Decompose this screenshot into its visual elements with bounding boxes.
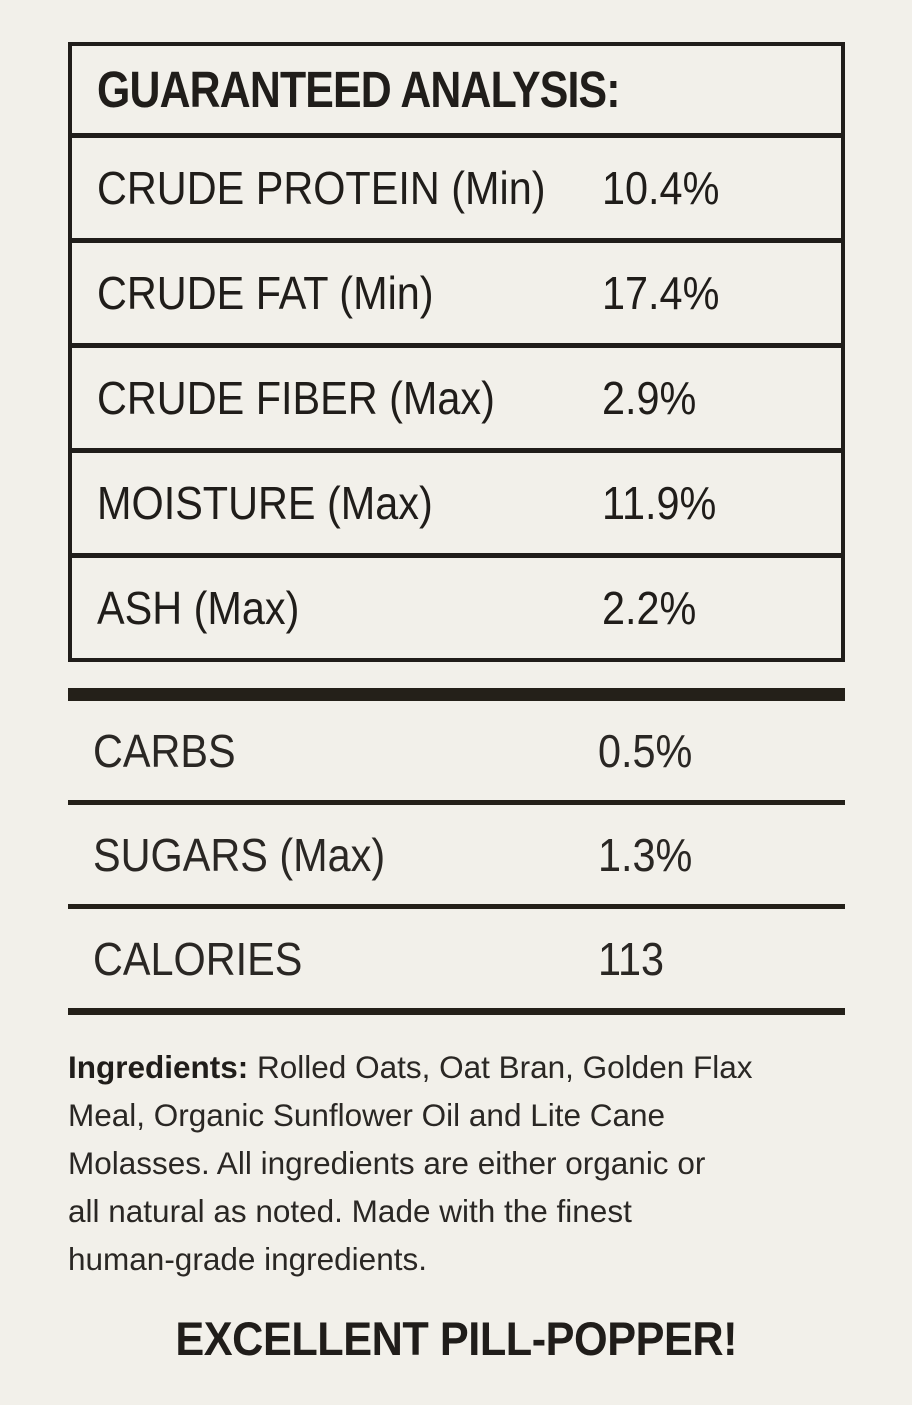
row-value: 17.4% (602, 267, 720, 319)
row-value: 1.3% (598, 828, 693, 881)
table-row-carbs: CARBS 0.5% (68, 701, 845, 805)
table-row-calories: CALORIES 113 (68, 909, 845, 1015)
table-row-crude-fiber: CRUDE FIBER (Max) 2.9% (72, 348, 841, 453)
table-row-crude-fat: CRUDE FAT (Min) 17.4% (72, 243, 841, 348)
ingredients-line: human-grade ingredients. (68, 1241, 427, 1277)
row-value: 0.5% (598, 724, 693, 777)
ingredients-line: Molasses. All ingredients are either org… (68, 1145, 706, 1181)
footer-tagline: EXCELLENT PILL-POPPER! (68, 1311, 845, 1366)
row-value: 2.9% (602, 372, 697, 424)
section-divider-bar (68, 688, 845, 701)
guaranteed-analysis-table: GUARANTEED ANALYSIS: CRUDE PROTEIN (Min)… (68, 42, 845, 662)
footer-tagline-text: EXCELLENT PILL-POPPER! (175, 1312, 738, 1365)
ingredients-line: all natural as noted. Made with the fine… (68, 1193, 632, 1229)
row-label: CRUDE FAT (Min) (97, 267, 434, 319)
ingredients-line: Meal, Organic Sunflower Oil and Lite Can… (68, 1097, 666, 1133)
row-label: SUGARS (Max) (93, 828, 386, 881)
table-row-ash: ASH (Max) 2.2% (72, 558, 841, 658)
row-value: 113 (598, 932, 665, 985)
row-label: CRUDE FIBER (Max) (97, 372, 495, 424)
ingredients-label: Ingredients: (68, 1049, 249, 1085)
table-row-moisture: MOISTURE (Max) 11.9% (72, 453, 841, 558)
label-content: GUARANTEED ANALYSIS: CRUDE PROTEIN (Min)… (68, 42, 845, 1366)
ingredients-paragraph: Ingredients: Rolled Oats, Oat Bran, Gold… (68, 1043, 845, 1283)
row-value: 10.4% (602, 162, 720, 214)
row-label: MOISTURE (Max) (97, 477, 433, 529)
ingredients-line-text: Rolled Oats, Oat Bran, Golden Flax (248, 1049, 753, 1085)
ingredients-line: Ingredients: Rolled Oats, Oat Bran, Gold… (68, 1043, 845, 1091)
supplemental-rows: CARBS 0.5% SUGARS (Max) 1.3% CALORIES 11… (68, 701, 845, 1015)
row-label: CRUDE PROTEIN (Min) (97, 162, 546, 214)
table-row-crude-protein: CRUDE PROTEIN (Min) 10.4% (72, 138, 841, 243)
row-value: 11.9% (602, 477, 717, 529)
guaranteed-analysis-title: GUARANTEED ANALYSIS: (97, 61, 621, 118)
row-label: CALORIES (93, 932, 303, 985)
row-label: CARBS (93, 724, 236, 777)
guaranteed-analysis-header: GUARANTEED ANALYSIS: (72, 46, 841, 138)
table-row-sugars: SUGARS (Max) 1.3% (68, 805, 845, 909)
row-label: ASH (Max) (97, 582, 300, 634)
row-value: 2.2% (602, 582, 697, 634)
